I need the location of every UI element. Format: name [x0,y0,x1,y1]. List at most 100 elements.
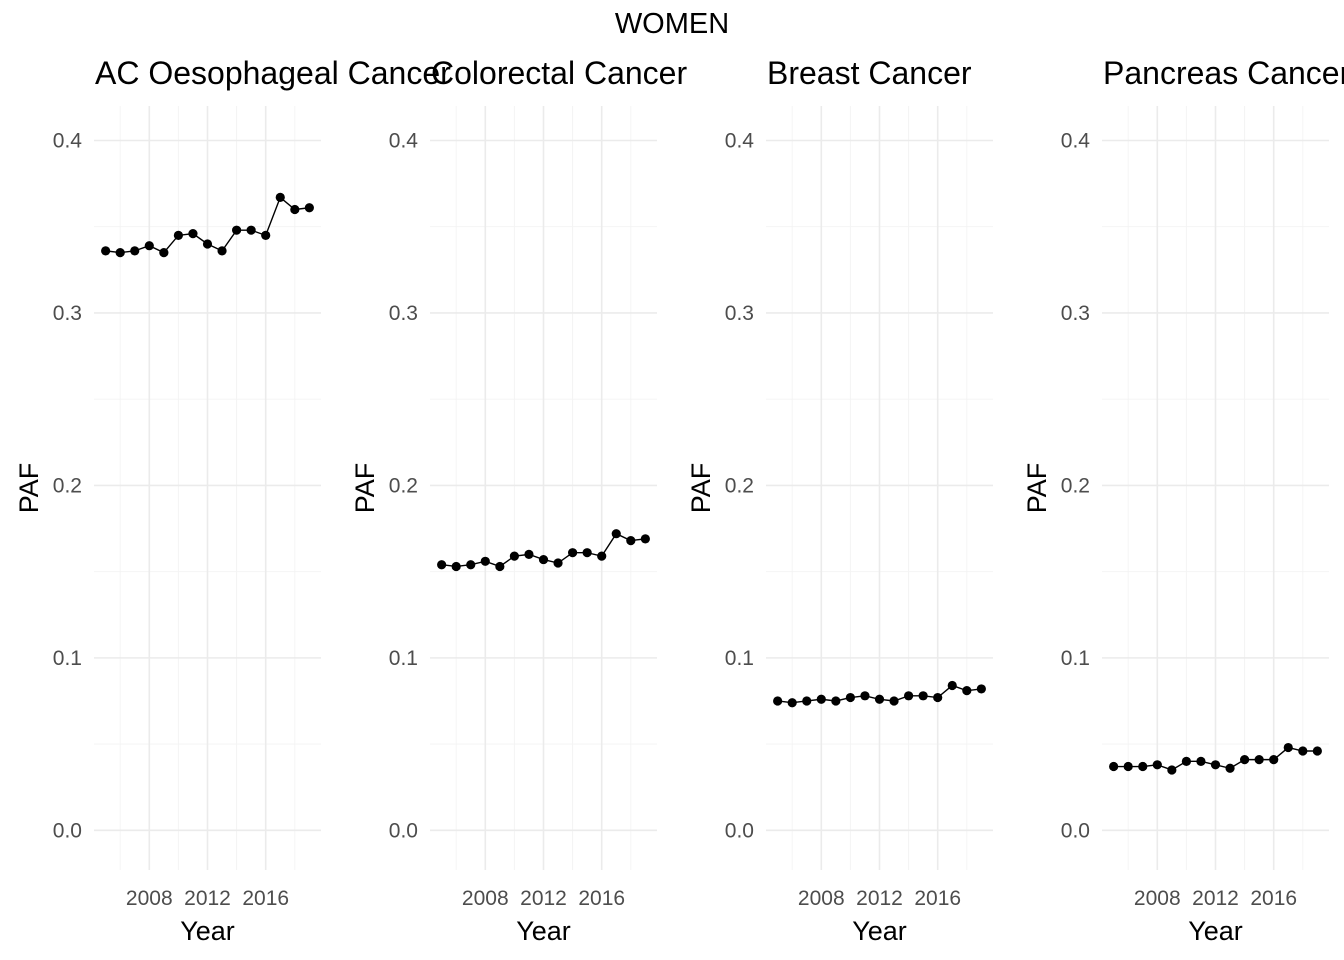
x-tick-label: 2008 [462,887,509,910]
x-tick-label: 2008 [798,887,845,910]
data-point [451,561,461,572]
data-point [860,691,870,701]
data-point [553,558,563,568]
x-tick-label: 2016 [578,887,625,910]
data-point [173,230,183,240]
y-tick-label: 0.0 [53,819,82,842]
data-point [466,560,476,570]
data-point [1240,755,1250,765]
data-point [246,225,256,235]
data-point [1225,763,1235,773]
panel-title: Pancreas Cancer [1103,55,1344,91]
data-point [1123,761,1133,772]
y-axis-label: PAF [1022,463,1052,514]
data-point [933,692,943,703]
y-tick-label: 0.0 [1061,819,1090,842]
x-tick-label: 2012 [856,887,903,910]
x-tick-label: 2016 [914,887,961,910]
data-point [640,534,650,544]
x-axis-label: Year [852,916,907,946]
y-tick-label: 0.3 [389,302,418,325]
data-point [845,692,855,703]
y-tick-label: 0.2 [1061,474,1090,497]
panel-title: AC Oesophageal Cancer [95,55,451,91]
data-point [1254,755,1264,765]
y-tick-label: 0.4 [725,129,755,152]
data-point [509,551,519,561]
x-tick-label: 2008 [126,887,173,910]
data-point [1298,746,1308,756]
y-tick-label: 0.3 [53,302,82,325]
data-point [787,698,797,708]
data-point [1283,742,1293,753]
y-tick-label: 0.2 [725,474,754,497]
y-tick-label: 0.1 [725,647,754,670]
data-point [524,549,534,559]
data-point [290,204,300,215]
data-point [480,556,490,566]
panel-title: Breast Cancer [767,55,972,91]
data-point [568,548,578,558]
data-point [1138,761,1148,772]
y-tick-label: 0.4 [389,129,419,152]
data-point [188,229,198,239]
data-point [1210,760,1221,770]
data-point [1196,756,1206,766]
data-point [115,247,125,258]
data-point [597,551,607,561]
data-point [626,536,636,546]
y-tick-label: 0.3 [1061,302,1090,325]
panel-1: 0.0 0.1 0.2 0.3 0.4 2008 2012 2016 AC Oesophagea… [14,55,451,946]
x-axis-label: Year [1188,916,1243,946]
data-point [538,554,549,565]
panel-title: Colorectal Cancer [431,55,687,91]
chart-panels: 0.0 0.1 0.2 0.3 0.4 2008 2012 2016 AC Oesophagea… [14,55,1344,946]
y-tick-label: 0.2 [53,474,82,497]
y-tick-label: 0.1 [53,647,82,670]
x-axis-label: Year [180,916,235,946]
x-tick-label: 2012 [184,887,231,910]
data-point [611,529,621,539]
y-tick-label: 0.1 [389,647,418,670]
data-point [495,561,505,572]
y-tick-label: 0.3 [725,302,754,325]
panel-2: 0.0 0.1 0.2 0.3 0.4 2008 2012 2016 Colorectal Ca… [350,55,687,946]
data-point [947,680,957,691]
data-point [304,203,314,213]
data-point [1181,756,1191,766]
data-point [437,560,447,570]
data-point [918,691,928,701]
panel-4: 0.0 0.1 0.2 0.3 0.4 2008 2012 2016 Pancreas Canc… [1022,55,1344,946]
y-tick-label: 0.4 [1061,129,1091,152]
data-point [275,192,285,203]
y-tick-label: 0.0 [725,819,754,842]
data-point [130,246,140,256]
data-point [202,239,213,249]
data-point [159,247,169,258]
data-point [1167,765,1177,775]
x-tick-label: 2012 [520,887,567,910]
data-point [144,241,154,251]
data-point [261,230,271,240]
data-point [816,694,826,704]
data-point [831,696,841,706]
y-tick-label: 0.0 [389,819,418,842]
data-point [802,696,812,706]
x-axis-label: Year [516,916,571,946]
data-point [101,246,111,256]
x-tick-label: 2012 [1192,887,1239,910]
y-tick-label: 0.2 [389,474,418,497]
y-axis-label: PAF [686,463,716,514]
x-tick-label: 2016 [1250,887,1297,910]
data-point [582,548,592,558]
data-point [889,696,899,706]
y-tick-label: 0.1 [1061,647,1090,670]
y-axis-label: PAF [14,463,44,514]
y-tick-label: 0.4 [53,129,83,152]
data-point [232,225,242,235]
y-axis-label: PAF [350,463,380,514]
data-point [217,246,227,256]
data-point [904,691,914,701]
panel-3: 0.0 0.1 0.2 0.3 0.4 2008 2012 2016 Breast Cancer… [686,55,993,946]
x-tick-label: 2008 [1134,887,1181,910]
